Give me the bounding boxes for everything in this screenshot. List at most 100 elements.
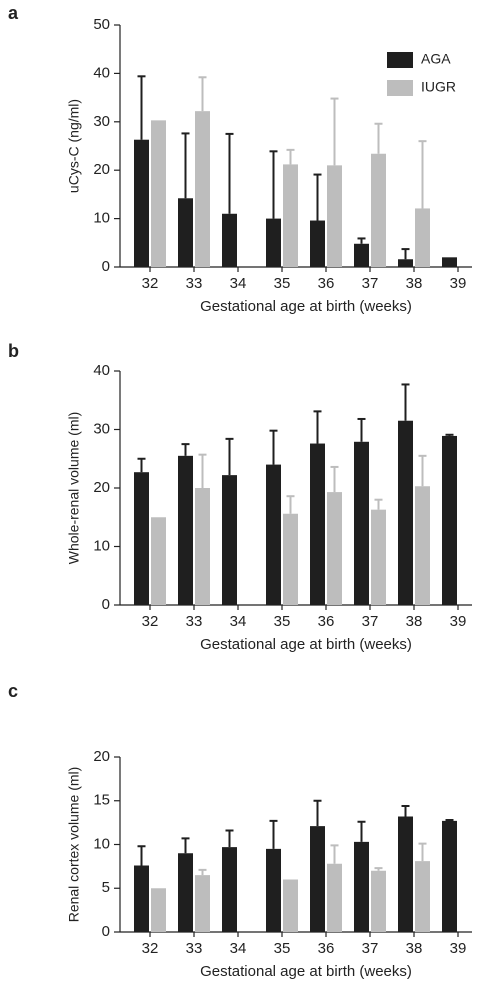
bar	[134, 865, 149, 932]
error-bar	[330, 465, 339, 493]
bar	[398, 420, 413, 605]
x-tick-label: 32	[142, 275, 159, 292]
x-tick-label: 34	[230, 940, 247, 957]
bar	[442, 435, 457, 605]
y-axis-label: uCys-C (ng/ml)	[66, 99, 82, 193]
bar	[195, 875, 210, 932]
error-bar	[225, 829, 234, 848]
bar	[354, 441, 369, 605]
error-bar	[269, 150, 278, 219]
error-bar	[374, 122, 383, 154]
error-bar	[313, 410, 322, 444]
x-tick-label: 37	[362, 940, 379, 957]
error-bar	[181, 132, 190, 199]
x-tick-label: 38	[406, 275, 423, 292]
x-tick-label: 33	[186, 940, 203, 957]
bar	[442, 820, 457, 932]
y-tick-label: 0	[102, 258, 110, 275]
error-bar	[225, 437, 234, 476]
bar	[415, 208, 430, 267]
y-tick-label: 5	[102, 879, 110, 896]
legend-swatch	[387, 52, 413, 68]
bar	[222, 213, 237, 267]
bar	[327, 863, 342, 932]
bar	[371, 509, 386, 605]
y-tick-label: 0	[102, 596, 110, 613]
bar	[398, 816, 413, 932]
error-bar	[198, 76, 207, 112]
x-tick-label: 34	[230, 275, 247, 292]
bar	[178, 455, 193, 605]
panel-label: c	[8, 681, 18, 701]
x-tick-label: 35	[274, 613, 291, 630]
bar	[310, 443, 325, 605]
error-bar	[330, 844, 339, 864]
error-bar	[137, 845, 146, 866]
error-bar	[401, 248, 410, 260]
y-tick-label: 50	[93, 16, 110, 33]
error-bar	[418, 454, 427, 487]
bar	[195, 111, 210, 267]
bar	[283, 879, 298, 932]
y-tick-label: 20	[93, 161, 110, 178]
x-tick-label: 32	[142, 940, 159, 957]
x-axis-label: Gestational age at birth (weeks)	[200, 963, 412, 980]
legend-label: AGA	[421, 51, 451, 67]
bar	[327, 492, 342, 605]
bar	[283, 513, 298, 605]
error-bar	[445, 819, 454, 821]
bar	[134, 139, 149, 267]
legend-swatch	[387, 80, 413, 96]
bar	[371, 153, 386, 267]
error-bar	[401, 805, 410, 817]
y-tick-label: 20	[93, 479, 110, 496]
bar	[415, 861, 430, 932]
error-bar	[374, 498, 383, 510]
x-tick-label: 39	[450, 613, 467, 630]
panel: b 0 10 20 30 40 Whole-renal volume (ml) Gestati…	[8, 341, 472, 653]
y-axis-label: Whole-renal volume (ml)	[66, 412, 82, 564]
error-bar	[445, 433, 454, 436]
x-tick-label: 36	[318, 275, 335, 292]
bar	[398, 259, 413, 267]
y-tick-label: 15	[93, 792, 110, 809]
bar	[415, 486, 430, 605]
x-tick-label: 38	[406, 940, 423, 957]
error-bar	[313, 173, 322, 221]
error-bar	[181, 443, 190, 456]
error-bar	[418, 842, 427, 862]
bar	[266, 464, 281, 605]
x-tick-label: 37	[362, 613, 379, 630]
x-tick-label: 39	[450, 275, 467, 292]
y-tick-label: 10	[93, 835, 110, 852]
error-bar	[225, 132, 234, 214]
bar	[266, 848, 281, 932]
x-tick-label: 36	[318, 613, 335, 630]
x-tick-label: 38	[406, 613, 423, 630]
error-bar	[269, 429, 278, 465]
y-tick-label: 0	[102, 923, 110, 940]
bar	[151, 120, 166, 268]
error-bar	[357, 237, 366, 244]
y-tick-label: 30	[93, 420, 110, 437]
x-tick-label: 35	[274, 275, 291, 292]
y-tick-label: 10	[93, 210, 110, 227]
bar	[283, 164, 298, 267]
error-bar	[401, 383, 410, 421]
error-bar	[357, 820, 366, 842]
error-bar	[286, 148, 295, 165]
error-bar	[418, 140, 427, 209]
bar	[222, 475, 237, 605]
error-bar	[374, 867, 383, 871]
x-tick-label: 33	[186, 275, 203, 292]
x-tick-label: 37	[362, 275, 379, 292]
bar	[151, 888, 166, 932]
y-tick-label: 20	[93, 748, 110, 765]
bar	[371, 870, 386, 932]
error-bar	[330, 97, 339, 166]
bar	[327, 165, 342, 267]
bar	[310, 826, 325, 932]
x-tick-label: 32	[142, 613, 159, 630]
